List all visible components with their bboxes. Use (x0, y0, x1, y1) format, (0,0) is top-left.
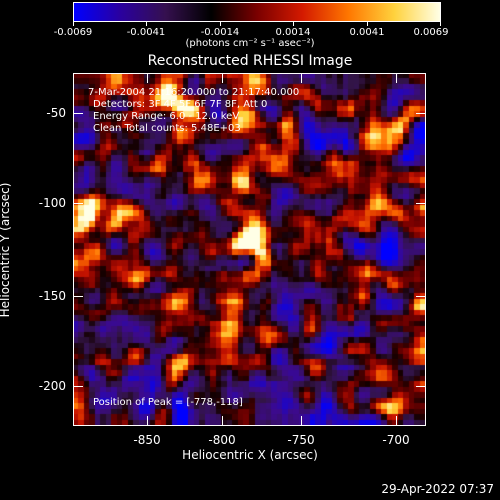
peak-position-annotation: Position of Peak = [-778,-118] (93, 397, 243, 408)
y-tick-label: -200 (38, 379, 66, 393)
colorbar-tick-label: -0.0069 (53, 27, 93, 38)
render-timestamp: 29-Apr-2022 07:37 (381, 482, 494, 496)
y-tick-mark-right (416, 296, 426, 297)
x-tick-mark-top (301, 73, 302, 83)
x-tick-mark-top (396, 73, 397, 83)
colorbar-tick-label: 0.0041 (349, 27, 385, 38)
x-tick-mark (147, 416, 148, 426)
y-tick-mark (73, 113, 83, 114)
colorbar-tick-label: -0.0041 (126, 27, 166, 38)
colorbar-tick-label: 0.0014 (275, 27, 311, 38)
colorbar-gradient (73, 2, 441, 22)
y-tick-mark-right (416, 386, 426, 387)
x-tick-mark-top (147, 73, 148, 83)
y-tick-mark-right (416, 113, 426, 114)
plot-title: Reconstructed RHESSI Image (147, 53, 353, 69)
colorbar-tick (367, 22, 368, 26)
clean-counts-annotation: Clean Total counts: 5.48E+03 (93, 123, 241, 134)
colorbar-units: (photons cm⁻² s⁻¹ asec⁻²) (185, 38, 315, 49)
colorbar-tick (440, 22, 441, 26)
x-tick-label: -850 (133, 433, 161, 447)
y-tick-label: -50 (46, 106, 66, 120)
x-tick-label: -700 (382, 433, 410, 447)
colorbar-tick-label: 0.0069 (413, 27, 449, 38)
colorbar-tick (73, 22, 74, 26)
y-tick-mark-right (416, 203, 426, 204)
x-axis-label: Heliocentric X (arcsec) (182, 448, 318, 462)
y-tick-mark (73, 386, 83, 387)
detectors-annotation: Detectors: 3F 4F 5F 6F 7F 8F, Att 0 (93, 99, 268, 110)
colorbar-tick (146, 22, 147, 26)
x-tick-mark (396, 416, 397, 426)
time-range-annotation: 7-Mar-2004 21:16:20.000 to 21:17:40.000 (88, 87, 300, 98)
colorbar-tick (220, 22, 221, 26)
y-tick-label: -100 (38, 196, 66, 210)
colorbar-tick-label: -0.0014 (200, 27, 240, 38)
x-tick-mark (301, 416, 302, 426)
colorbar-tick (293, 22, 294, 26)
x-tick-mark (222, 416, 223, 426)
energy-range-annotation: Energy Range: 6.0 - 12.0 keV (93, 111, 240, 122)
rhessi-image-heatmap (73, 73, 426, 426)
colorbar: -0.0069 -0.0041 -0.0014 0.0014 0.0041 0.… (54, 2, 449, 38)
image-plot-area: 7-Mar-2004 21:16:20.000 to 21:17:40.000 … (73, 73, 426, 426)
y-tick-mark (73, 296, 83, 297)
y-tick-mark (73, 203, 83, 204)
x-tick-label: -800 (208, 433, 236, 447)
x-tick-mark-top (222, 73, 223, 83)
y-axis-label: Heliocentric Y (arcsec) (0, 182, 12, 318)
x-tick-label: -750 (287, 433, 315, 447)
y-tick-label: -150 (38, 289, 66, 303)
